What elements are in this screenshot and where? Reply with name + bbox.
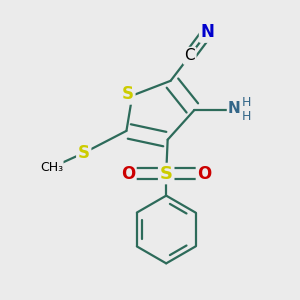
Text: H: H	[242, 96, 251, 110]
Text: N: N	[227, 101, 240, 116]
Text: C: C	[184, 48, 195, 63]
Text: O: O	[197, 165, 212, 183]
Text: S: S	[160, 165, 173, 183]
Text: S: S	[122, 85, 134, 103]
Text: N: N	[200, 23, 214, 41]
Text: O: O	[121, 165, 135, 183]
Text: CH₃: CH₃	[40, 161, 63, 174]
Text: H: H	[242, 110, 251, 123]
Text: S: S	[78, 144, 90, 162]
